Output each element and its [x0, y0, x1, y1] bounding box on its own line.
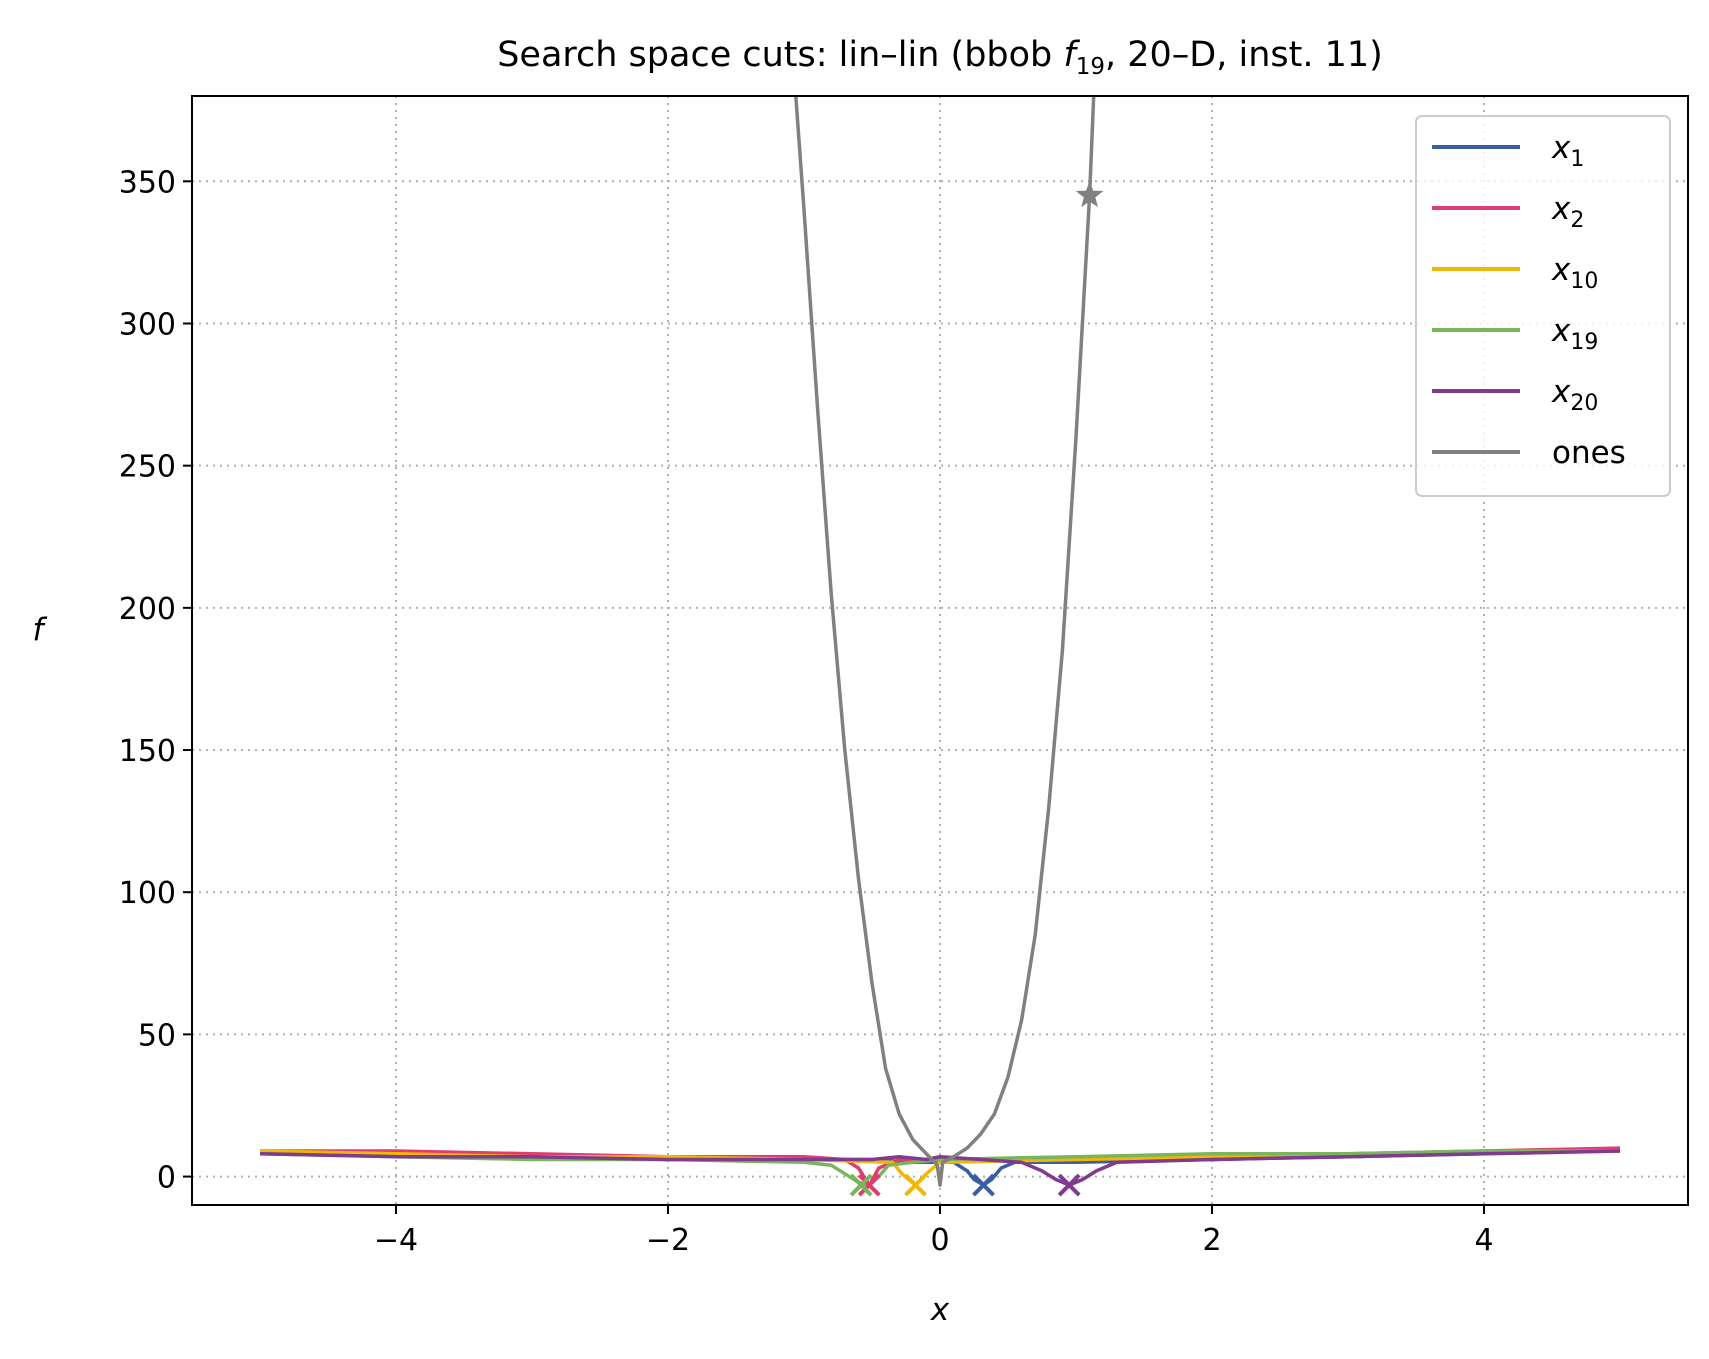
series-line-ones	[794, 96, 1096, 1187]
x-tick-label: −2	[646, 1223, 690, 1258]
legend-label-x2: x2	[1551, 191, 1584, 233]
ticks: −4 −2 0 2 4 0 50 100 150 200 250 300 350	[119, 165, 1494, 1258]
y-tick-label: 250	[119, 450, 176, 485]
y-tick-label: 350	[119, 165, 176, 200]
x-tick-label: −4	[374, 1223, 418, 1258]
min-marker-x2	[857, 1173, 881, 1197]
min-marker-x1	[972, 1173, 995, 1197]
legend-box	[1415, 115, 1671, 497]
min-marker-x10	[904, 1173, 927, 1197]
legend-label-x20: x20	[1551, 374, 1598, 416]
min-marker-x20	[1057, 1173, 1081, 1197]
x-tick-label: 4	[1474, 1223, 1493, 1258]
y-tick-label: 0	[157, 1161, 176, 1196]
legend-label-ones: ones	[1552, 435, 1626, 471]
legend-label-x10: x10	[1551, 252, 1598, 294]
y-tick-label: 300	[119, 307, 176, 342]
min-marker-x19	[849, 1173, 873, 1197]
y-tick-label: 100	[119, 876, 176, 911]
x-tick-label: 2	[1202, 1223, 1221, 1258]
legend-label-x19: x19	[1551, 313, 1598, 355]
x-tick-label: 0	[930, 1223, 949, 1258]
y-tick-label: 50	[138, 1018, 176, 1053]
legend: x1 x2 x10 x19 x20 ones	[1415, 115, 1671, 497]
y-tick-label: 150	[119, 734, 176, 769]
legend-label-x1: x1	[1551, 130, 1584, 172]
chart-title: Search space cuts: lin–lin (bbob f19, 20…	[497, 35, 1383, 80]
marker-layer	[849, 181, 1104, 1197]
series-line-x20	[259, 1149, 1621, 1187]
y-tick-label: 200	[119, 592, 176, 627]
x-axis-label: x	[930, 1292, 950, 1328]
min-marker-ones	[1075, 181, 1104, 208]
